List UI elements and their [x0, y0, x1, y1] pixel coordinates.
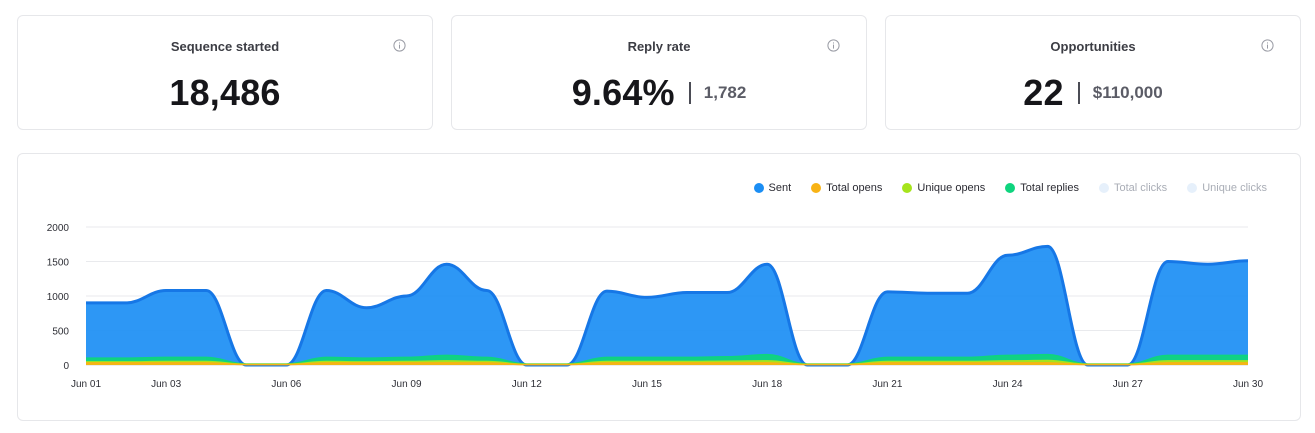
legend-item-total-opens[interactable]: Total opens: [811, 182, 882, 194]
kpi-card-sequence-started: Sequence started 18,486: [17, 15, 433, 130]
legend-dot: [1005, 183, 1016, 193]
legend-label: Total opens: [826, 182, 883, 194]
info-icon[interactable]: [827, 39, 840, 52]
kpi-title: Opportunities: [1050, 39, 1136, 54]
kpi-subvalue: 1,782: [703, 83, 747, 102]
legend-item-unique-opens[interactable]: Unique opens: [902, 182, 985, 194]
kpi-value: 9.64%: [571, 72, 675, 113]
kpi-card-opportunities: Opportunities 22 $110,000: [885, 15, 1301, 130]
legend-item-sent[interactable]: Sent: [753, 182, 792, 194]
info-icon[interactable]: [393, 39, 406, 52]
kpi-title: Reply rate: [627, 39, 691, 54]
chart-legend: Sent Total opens Unique opens Total replies…: [734, 182, 1267, 194]
activity-chart-card: Sent Total opens Unique opens Total replies…: [17, 153, 1301, 421]
kpi-separator: [1077, 82, 1080, 104]
legend-label: Total replies: [1020, 182, 1079, 194]
legend-label: Total clicks: [1114, 182, 1168, 194]
kpi-value: 22: [1023, 72, 1064, 113]
legend-dot: [1187, 183, 1198, 193]
legend-dot: [1099, 183, 1109, 193]
legend-label: Unique opens: [917, 182, 986, 194]
legend-label: Unique clicks: [1202, 182, 1267, 194]
kpi-subvalue: $110,000: [1092, 83, 1163, 102]
legend-dot: [811, 183, 822, 193]
kpi-separator: [688, 82, 691, 104]
kpi-value: 18,486: [169, 72, 281, 113]
legend-label: Sent: [768, 182, 792, 194]
kpi-title: Sequence started: [170, 39, 280, 54]
legend-item-total-replies[interactable]: Total replies: [1005, 182, 1079, 194]
legend-item-unique-clicks[interactable]: Unique clicks: [1187, 182, 1267, 194]
legend-dot: [902, 183, 913, 193]
info-icon[interactable]: [1261, 39, 1274, 52]
kpi-card-reply-rate: Reply rate 9.64% 1,782: [451, 15, 867, 130]
legend-item-total-clicks[interactable]: Total clicks: [1099, 182, 1167, 194]
legend-dot: [753, 183, 764, 193]
